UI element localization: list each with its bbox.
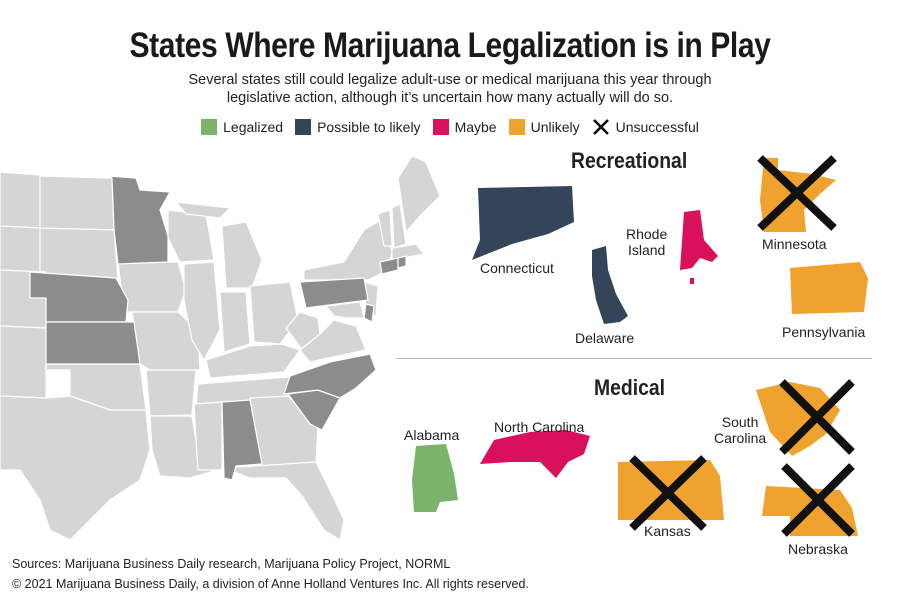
- map-state-alabama: [221, 399, 263, 481]
- label-south-carolina-line-2: Carolina: [714, 430, 767, 446]
- map-state-north-carolina: [283, 353, 377, 399]
- subtitle-line-1: Several states still could legalize adul…: [188, 72, 712, 88]
- map-state-vermont: [377, 209, 393, 247]
- subtitle: Several states still could legalize adul…: [150, 71, 750, 107]
- map-state-wyoming: [0, 225, 41, 273]
- label-connecticut: Connecticut: [480, 260, 554, 276]
- label-kansas: Kansas: [644, 523, 691, 539]
- shape-pennsylvania: [790, 262, 868, 314]
- legend-item-unlikely: Unlikely: [508, 119, 580, 135]
- legend-swatch-unlikely: [508, 119, 525, 135]
- label-minnesota: Minnesota: [762, 236, 827, 252]
- map-state-new-york: [303, 217, 393, 281]
- map-state-minnesota: [107, 175, 171, 265]
- map-state-texas: [0, 395, 151, 541]
- legend-label-unsuccessful: Unsuccessful: [615, 119, 699, 135]
- shape-connecticut: [472, 186, 574, 260]
- legend-item-unsuccessful: Unsuccessful: [592, 118, 699, 136]
- legend-label-unlikely: Unlikely: [530, 119, 580, 135]
- map-state-north-dakota: [39, 175, 115, 231]
- copyright-note: © 2021 Marijuana Business Daily, a divis…: [12, 577, 529, 591]
- legend-item-legalized: Legalized: [201, 119, 283, 135]
- map-state-florida: [223, 461, 345, 541]
- label-pennsylvania: Pennsylvania: [782, 324, 866, 340]
- legend-swatch-possible: [295, 119, 312, 135]
- label-north-carolina: North Carolina: [494, 419, 585, 435]
- label-delaware: Delaware: [575, 330, 635, 346]
- subtitle-line-2: legislative action, although it’s uncert…: [226, 90, 674, 106]
- map-state-wisconsin: [167, 209, 215, 263]
- legend-item-possible: Possible to likely: [295, 119, 421, 135]
- label-south-carolina-line-1: South: [721, 414, 759, 430]
- label-rhode-island-line-1: Rhode: [626, 226, 668, 242]
- map-state-mississippi: [193, 401, 223, 471]
- shape-delaware: [592, 246, 628, 324]
- legend-item-maybe: Maybe: [432, 119, 497, 135]
- map-state-new-mexico: [0, 325, 47, 399]
- map-state-rhode-island: [397, 255, 407, 269]
- legend-swatch-maybe: [432, 119, 449, 135]
- map-state-south-dakota: [39, 227, 119, 281]
- x-icon-nebraska: [781, 463, 855, 537]
- shape-rhode-island: [680, 210, 718, 284]
- medical-heading: Medical: [594, 375, 666, 400]
- legend-label-legalized: Legalized: [223, 119, 284, 135]
- map-state-iowa: [117, 261, 187, 313]
- map-state-indiana: [219, 291, 251, 353]
- legend: Legalized Possible to likely Maybe Unlik…: [0, 118, 900, 136]
- map-state-virginia: [299, 319, 367, 363]
- sources-note: Sources: Marijuana Business Daily resear…: [12, 557, 451, 571]
- label-alabama: Alabama: [404, 427, 460, 443]
- map-state-delaware: [363, 303, 375, 323]
- label-south-carolina: South Carolina: [714, 414, 766, 446]
- us-map-base: [0, 155, 441, 541]
- page-title: States Where Marijuana Legalization is i…: [129, 26, 771, 65]
- map-state-kansas: [45, 321, 141, 365]
- label-rhode-island-line-2: Island: [627, 242, 666, 258]
- legend-label-maybe: Maybe: [454, 119, 497, 135]
- unsuccessful-marks: [629, 155, 855, 537]
- x-icon: [592, 119, 609, 135]
- label-nebraska: Nebraska: [788, 541, 848, 557]
- x-icon-kansas: [629, 455, 707, 531]
- x-icon-south-carolina: [779, 379, 855, 455]
- legend-label-possible: Possible to likely: [317, 119, 421, 135]
- map-state-pennsylvania: [299, 277, 369, 309]
- recreational-heading: Recreational: [571, 148, 688, 173]
- map-state-arkansas: [145, 369, 197, 417]
- shape-north-carolina: [480, 430, 590, 478]
- map-state-illinois: [183, 261, 221, 362]
- map-highlighted-states: [29, 175, 407, 481]
- map-state-kentucky: [205, 343, 301, 379]
- map-state-michigan: [174, 201, 263, 289]
- section-divider: [396, 358, 872, 359]
- map-state-connecticut: [379, 257, 399, 275]
- map-state-maryland: [324, 301, 365, 319]
- map-state-massachusetts: [391, 243, 426, 261]
- map-state-maine: [397, 155, 441, 234]
- x-icon-minnesota: [757, 155, 837, 231]
- legend-swatch-legalized: [201, 119, 218, 135]
- map-state-montana: [0, 171, 41, 229]
- label-rhode-island: Rhode Island: [626, 226, 667, 258]
- shape-south-carolina: [756, 382, 840, 456]
- map-state-new-hampshire: [391, 203, 407, 249]
- shape-alabama: [412, 444, 458, 512]
